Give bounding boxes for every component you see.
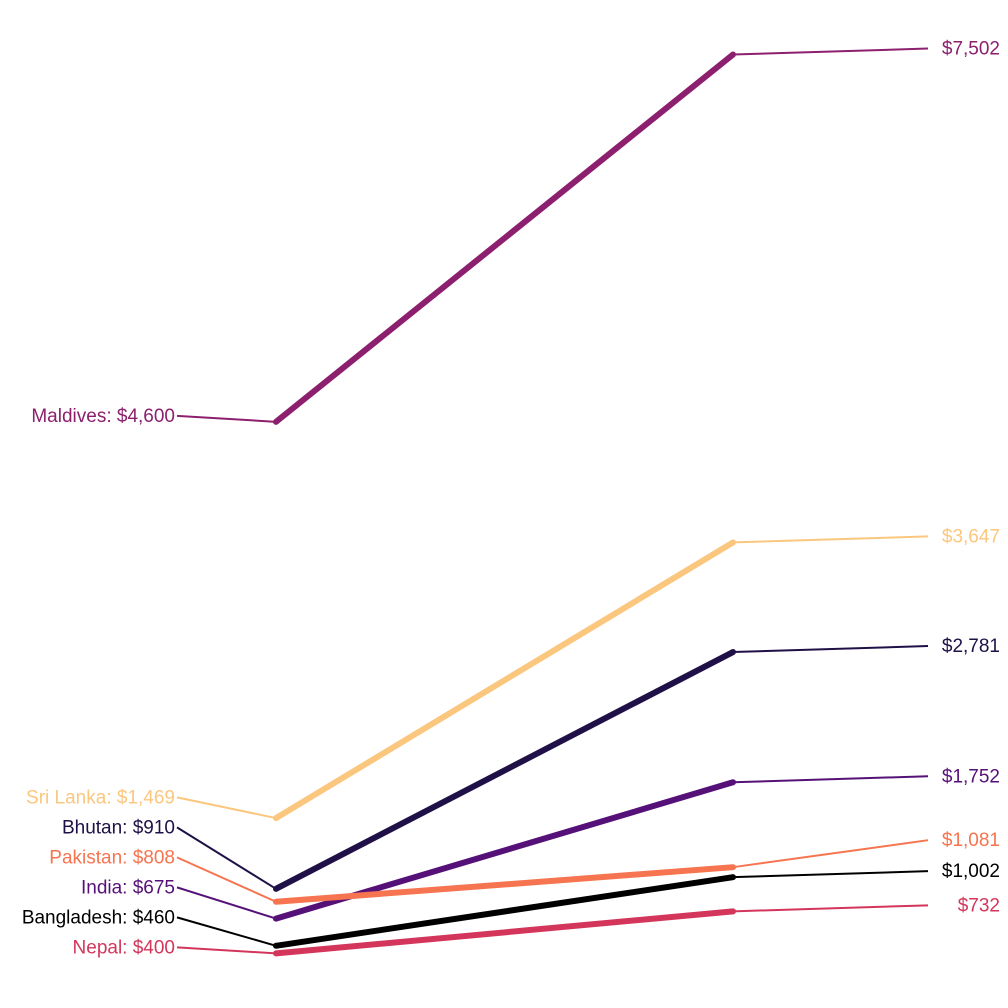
end-label-maldives: $7,502 <box>942 39 1000 60</box>
left-leader-bangladesh <box>176 916 277 947</box>
start-label-sri-lanka: Sri Lanka: $1,469 <box>26 787 175 808</box>
start-point-nepal <box>273 950 279 957</box>
left-leader-sri-lanka <box>176 796 277 820</box>
right-leader-maldives <box>732 47 929 56</box>
right-leader-sri-lanka <box>732 535 929 544</box>
start-label-bhutan: Bhutan: $910 <box>62 817 175 838</box>
right-leader-pakistan <box>732 839 929 869</box>
end-label-bhutan: $2,781 <box>942 636 1000 657</box>
left-leader-maldives <box>176 414 277 423</box>
right-leader-bangladesh <box>732 870 929 879</box>
start-label-bangladesh: Bangladesh: $460 <box>22 907 175 928</box>
right-leader-bhutan <box>732 645 929 654</box>
right-leader-india <box>732 775 929 784</box>
end-label-sri-lanka: $3,647 <box>942 526 1000 547</box>
end-label-nepal: $732 <box>958 895 1000 916</box>
start-point-pakistan <box>273 898 279 905</box>
end-point-maldives <box>730 51 736 58</box>
left-leader-pakistan <box>176 856 277 903</box>
start-point-bangladesh <box>273 942 279 949</box>
start-label-nepal: Nepal: $400 <box>73 937 175 958</box>
start-label-india: India: $675 <box>81 877 175 898</box>
slope-line-maldives <box>274 52 735 425</box>
end-point-bangladesh <box>730 874 736 881</box>
end-point-sri-lanka <box>730 539 736 546</box>
slope-line-sri-lanka <box>274 539 735 821</box>
end-label-india: $1,752 <box>942 766 1000 787</box>
slope-line-bangladesh <box>275 874 734 949</box>
start-label-maldives: Maldives: $4,600 <box>31 406 175 427</box>
end-point-india <box>730 779 736 786</box>
right-leader-nepal <box>732 904 929 913</box>
start-point-maldives <box>273 418 279 425</box>
start-point-bhutan <box>273 885 279 892</box>
end-label-bangladesh: $1,002 <box>942 861 1000 882</box>
slope-line-nepal <box>275 908 734 957</box>
slope-line-pakistan <box>275 864 734 905</box>
left-leader-india <box>176 886 277 920</box>
end-point-bhutan <box>730 649 736 656</box>
end-point-nepal <box>730 908 736 915</box>
end-label-pakistan: $1,081 <box>942 830 1000 851</box>
left-leader-nepal <box>176 946 277 955</box>
start-point-india <box>273 915 279 922</box>
slope-line-bhutan <box>274 649 735 892</box>
start-label-pakistan: Pakistan: $808 <box>49 847 175 868</box>
end-point-pakistan <box>730 864 736 871</box>
start-point-sri-lanka <box>273 815 279 822</box>
left-leader-bhutan <box>176 826 277 890</box>
